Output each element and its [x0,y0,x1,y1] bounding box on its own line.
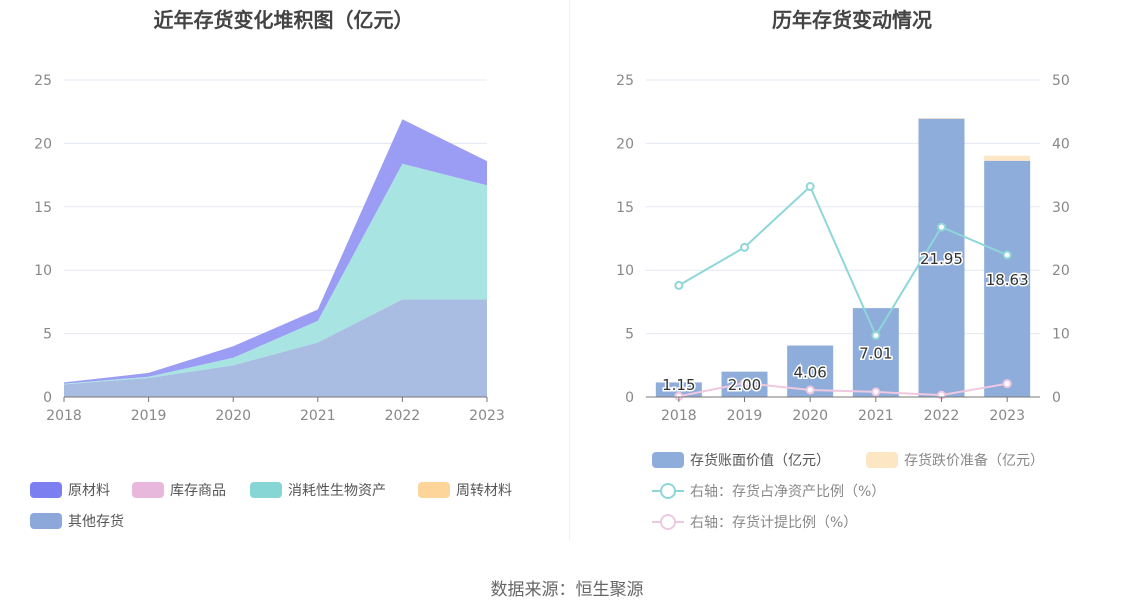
x-tick-label: 2021 [300,408,336,424]
data-source: 数据来源：恒生聚源 [490,580,644,600]
x-tick-label: 2022 [385,408,421,424]
left-chart-title: 近年存货变化堆积图（亿元） [153,8,414,32]
data-label: 2.00 [728,376,761,394]
line-point [1002,250,1012,260]
line-point [871,387,881,397]
y-tick-label: 5 [43,327,52,343]
y-tick-label: 0 [43,390,52,406]
legend-swatch [30,482,62,498]
y-tick-label: 20 [34,136,52,152]
bar-book-value [984,160,1031,397]
legend-swatch [652,452,684,468]
stacked-area-chart: 0 5 10 15 20 25 2018 2019 2020 2021 2022 2023 [34,73,505,424]
legend-label: 原材料 [68,483,110,499]
area-series [64,163,487,385]
data-label: 18.63 [986,271,1029,289]
line-point [674,280,684,290]
legend-label: 周转材料 [456,483,512,499]
bar-line-chart: 0 5 10 15 20 25 0 10 20 30 40 50 1.15 2.00 4.06 7.01 21.… [616,73,1070,424]
y-tick-label: 5 [625,327,634,343]
y-tick-label: 20 [616,136,634,152]
legend-item-turnover-material[interactable]: 周转材料 [418,480,512,500]
line-series [678,382,1008,398]
bar-impairment [984,155,1031,161]
x-tick-label: 2019 [727,408,763,424]
legend-label: 右轴：存货占净资产比例（%） [690,484,886,500]
line-series [678,184,1008,338]
legend-swatch [30,513,62,529]
x-tick-label: 2021 [858,408,894,424]
bar-book-value [918,118,965,397]
left-legend: 原材料 库存商品 消耗性生物资产 周转材料 其他存货 [30,480,560,540]
y2-tick-label: 50 [1052,73,1070,89]
x-tick-label: 2022 [924,408,960,424]
right-chart-panel: 历年存货变动情况 0 5 10 15 20 25 0 10 20 30 40 50 1.15 2.00 4.… [570,0,1134,560]
legend-item-book-value[interactable]: 存货账面价值（亿元） [652,450,830,470]
legend-label: 其他存货 [68,514,124,530]
legend-item-other-inventory[interactable]: 其他存货 [30,511,124,531]
y-tick-label: 10 [34,263,52,279]
area-series [64,119,487,384]
bar-impairment [918,118,965,119]
y2-tick-label: 40 [1052,136,1070,152]
legend-label: 存货账面价值（亿元） [690,453,830,469]
legend-label: 右轴：存货计提比例（%） [690,515,858,531]
x-tick-label: 2020 [215,408,251,424]
x-tick-label: 2020 [792,408,828,424]
legend-line-swatch [652,483,684,499]
y2-tick-label: 30 [1052,200,1070,216]
line-point [1002,379,1012,389]
y-tick-label: 25 [616,73,634,89]
y-tick-label: 0 [625,390,634,406]
legend-item-impairment[interactable]: 存货跌价准备（亿元） [866,450,1044,470]
left-chart-panel: 近年存货变化堆积图（亿元） 0 5 10 15 20 25 2018 2019 2020 2021… [0,0,567,560]
y-tick-label: 15 [616,200,634,216]
legend-label: 存货跌价准备（亿元） [904,453,1044,469]
y2-tick-label: 0 [1052,390,1061,406]
y2-tick-label: 20 [1052,263,1070,279]
y-tick-label: 10 [616,263,634,279]
data-label: 1.15 [662,376,695,394]
legend-swatch [132,482,164,498]
area-series [64,299,487,397]
legend-line-swatch [652,514,684,530]
line-point [805,182,815,192]
y-tick-label: 15 [34,200,52,216]
y2-tick-label: 10 [1052,327,1070,343]
right-chart-title: 历年存货变动情况 [772,8,932,32]
x-tick-label: 2018 [46,408,82,424]
legend-item-provision-ratio[interactable]: 右轴：存货计提比例（%） [652,512,857,532]
legend-label: 库存商品 [170,483,226,499]
x-tick-label: 2023 [469,408,505,424]
line-point [740,242,749,252]
line-point [937,222,946,232]
legend-item-goods[interactable]: 库存商品 [132,480,226,500]
y-tick-label: 25 [34,73,52,89]
bar-book-value [852,308,899,397]
data-label: 21.95 [920,250,963,268]
x-tick-label: 2018 [661,408,697,424]
data-label: 7.01 [859,345,892,363]
legend-item-inventory-ratio[interactable]: 右轴：存货占净资产比例（%） [652,481,885,501]
data-label: 4.06 [793,363,826,381]
legend-item-bio-assets[interactable]: 消耗性生物资产 [250,480,386,500]
legend-label: 消耗性生物资产 [288,483,386,499]
x-tick-label: 2023 [989,408,1025,424]
legend-swatch [418,482,450,498]
line-point [740,378,749,388]
legend-swatch [866,452,898,468]
panel-divider [569,0,570,540]
x-tick-label: 2019 [131,408,167,424]
line-point [805,385,815,395]
line-point [871,331,881,341]
legend-item-raw-material[interactable]: 原材料 [30,480,110,500]
legend-swatch [250,482,282,498]
right-legend: 存货账面价值（亿元） 存货跌价准备（亿元） 右轴：存货占净资产比例（%） 右轴：… [652,450,1122,540]
